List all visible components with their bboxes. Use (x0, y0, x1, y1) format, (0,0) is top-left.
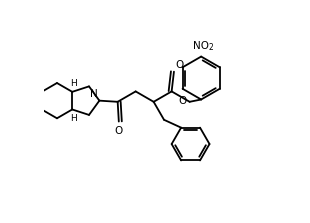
Text: O: O (179, 96, 187, 106)
Text: N: N (90, 89, 98, 99)
Text: O: O (115, 126, 123, 136)
Text: O: O (175, 60, 183, 70)
Text: H: H (70, 79, 77, 88)
Text: 2: 2 (208, 43, 213, 52)
Text: NO: NO (193, 41, 209, 51)
Text: H: H (70, 114, 77, 123)
